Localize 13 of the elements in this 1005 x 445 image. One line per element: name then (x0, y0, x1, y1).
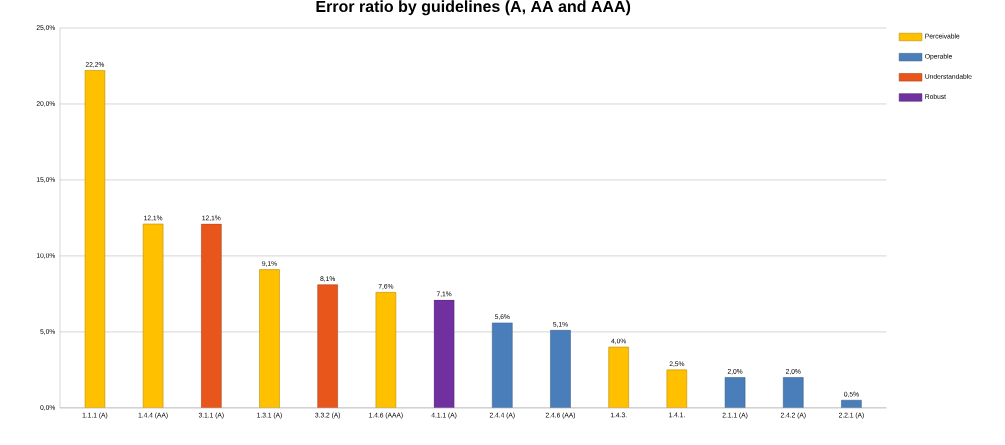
bar (375, 292, 397, 408)
bar (201, 223, 222, 408)
bar (317, 284, 338, 408)
bar (259, 269, 280, 408)
bar (492, 322, 513, 408)
bar (142, 223, 164, 408)
chart-title: Error ratio by guidelines (A, AA and AAA) (316, 0, 631, 16)
bar (550, 330, 571, 408)
bar (608, 346, 629, 408)
bar (84, 70, 106, 408)
bar (433, 299, 455, 408)
bar (783, 377, 804, 408)
bar (666, 369, 688, 408)
